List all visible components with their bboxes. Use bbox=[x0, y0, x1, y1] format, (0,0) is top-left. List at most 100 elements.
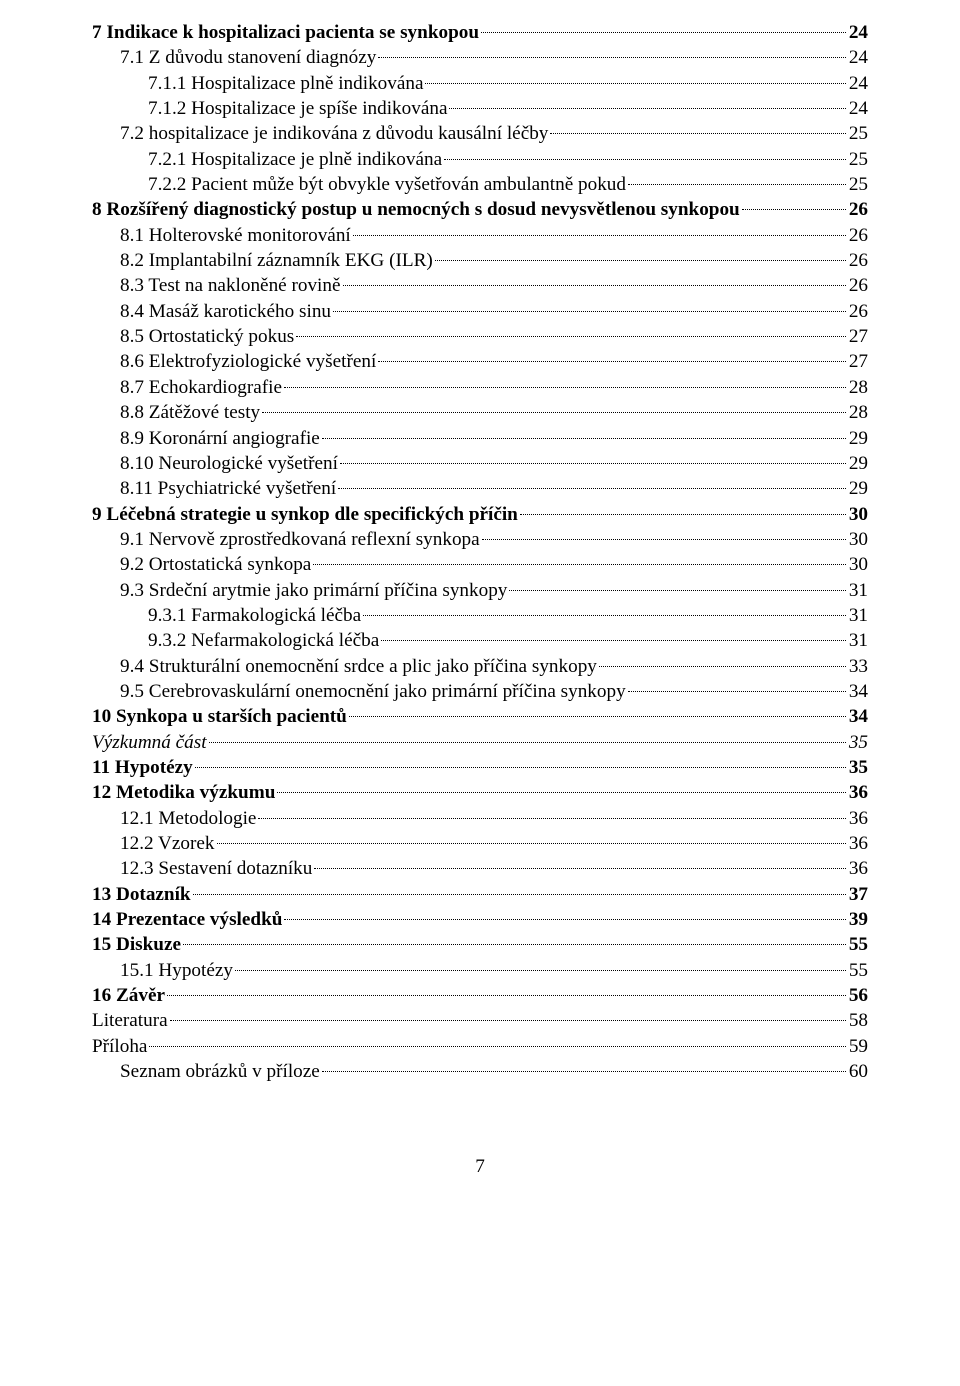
toc-entry: 12.1 Metodologie36 bbox=[92, 806, 868, 831]
toc-entry-page: 31 bbox=[849, 628, 868, 653]
toc-leader bbox=[149, 1046, 845, 1047]
toc-entry-title: 15.1 Hypotézy bbox=[120, 958, 233, 983]
page-number: 7 bbox=[92, 1154, 868, 1179]
toc-leader bbox=[193, 894, 846, 895]
toc-entry-page: 26 bbox=[849, 197, 868, 222]
toc-entry-title: 8.11 Psychiatrické vyšetření bbox=[120, 476, 336, 501]
toc-entry-title: 16 Závěr bbox=[92, 983, 165, 1008]
toc-entry-page: 26 bbox=[849, 248, 868, 273]
toc-entry: 7.2 hospitalizace je indikována z důvodu… bbox=[92, 121, 868, 146]
toc-entry-title: 9.2 Ortostatická synkopa bbox=[120, 552, 311, 577]
toc-entry-title: 12.1 Metodologie bbox=[120, 806, 256, 831]
toc-entry: 8.9 Koronární angiografie29 bbox=[92, 426, 868, 451]
toc-entry: 13 Dotazník37 bbox=[92, 882, 868, 907]
toc-entry: 15 Diskuze 55 bbox=[92, 932, 868, 957]
toc-entry: 11 Hypotézy 35 bbox=[92, 755, 868, 780]
toc-entry: 7.2.1 Hospitalizace je plně indikována25 bbox=[92, 147, 868, 172]
toc-entry-title: 8.1 Holterovské monitorování bbox=[120, 223, 351, 248]
toc-entry: 7.2.2 Pacient může být obvykle vyšetřová… bbox=[92, 172, 868, 197]
toc-leader bbox=[481, 32, 846, 33]
toc-entry: 12.2 Vzorek36 bbox=[92, 831, 868, 856]
toc-leader bbox=[262, 412, 846, 413]
toc-leader bbox=[349, 716, 846, 717]
toc-entry-page: 30 bbox=[849, 527, 868, 552]
toc-entry-page: 33 bbox=[849, 654, 868, 679]
toc-entry-title: 7.1.2 Hospitalizace je spíše indikována bbox=[148, 96, 447, 121]
toc-entry-title: 12 Metodika výzkumu bbox=[92, 780, 275, 805]
toc-entry-title: Výzkumná část bbox=[92, 730, 207, 755]
toc-leader bbox=[209, 742, 846, 743]
toc-leader bbox=[296, 336, 846, 337]
toc-entry: 9.2 Ortostatická synkopa30 bbox=[92, 552, 868, 577]
toc-entry-title: 9.4 Strukturální onemocnění srdce a plic… bbox=[120, 654, 597, 679]
toc-leader bbox=[343, 285, 846, 286]
toc-entry-title: 8.6 Elektrofyziologické vyšetření bbox=[120, 349, 376, 374]
toc-leader bbox=[435, 260, 846, 261]
toc-entry-title: 7.2.1 Hospitalizace je plně indikována bbox=[148, 147, 442, 172]
toc-entry-title: 7.2 hospitalizace je indikována z důvodu… bbox=[120, 121, 548, 146]
toc-leader bbox=[340, 463, 846, 464]
toc-entry-title: 8.2 Implantabilní záznamník EKG (ILR) bbox=[120, 248, 433, 273]
toc-leader bbox=[742, 209, 846, 210]
toc-entry: 16 Závěr56 bbox=[92, 983, 868, 1008]
toc-entry: Příloha59 bbox=[92, 1034, 868, 1059]
toc-entry-title: 9.1 Nervově zprostředkovaná reflexní syn… bbox=[120, 527, 480, 552]
toc-entry-title: Seznam obrázků v příloze bbox=[120, 1059, 320, 1084]
toc-entry-page: 34 bbox=[849, 704, 868, 729]
toc-entry-page: 29 bbox=[849, 476, 868, 501]
toc-leader bbox=[322, 438, 846, 439]
toc-entry-page: 27 bbox=[849, 324, 868, 349]
toc-leader bbox=[378, 57, 845, 58]
toc-entry: 9.5 Cerebrovaskulární onemocnění jako pr… bbox=[92, 679, 868, 704]
toc-entry-title: 10 Synkopa u starších pacientů bbox=[92, 704, 347, 729]
toc-entry-title: 15 Diskuze bbox=[92, 932, 181, 957]
toc-entry-title: 7 Indikace k hospitalizaci pacienta se s… bbox=[92, 20, 479, 45]
toc-leader bbox=[628, 184, 846, 185]
toc-entry: 15.1 Hypotézy 55 bbox=[92, 958, 868, 983]
toc-entry-title: 11 Hypotézy bbox=[92, 755, 193, 780]
toc-leader bbox=[444, 159, 846, 160]
toc-entry-page: 25 bbox=[849, 172, 868, 197]
table-of-contents: 7 Indikace k hospitalizaci pacienta se s… bbox=[92, 20, 868, 1084]
toc-entry: 9.3.1 Farmakologická léčba31 bbox=[92, 603, 868, 628]
toc-entry: 12.3 Sestavení dotazníku36 bbox=[92, 856, 868, 881]
toc-entry-title: 9.3 Srdeční arytmie jako primární příčin… bbox=[120, 578, 507, 603]
toc-leader bbox=[599, 666, 846, 667]
toc-entry: Literatura58 bbox=[92, 1008, 868, 1033]
toc-entry-page: 24 bbox=[849, 20, 868, 45]
toc-entry: 8.6 Elektrofyziologické vyšetření 27 bbox=[92, 349, 868, 374]
toc-entry-page: 36 bbox=[849, 780, 868, 805]
toc-entry-title: 7.2.2 Pacient může být obvykle vyšetřová… bbox=[148, 172, 626, 197]
toc-entry: 7.1.1 Hospitalizace plně indikována24 bbox=[92, 71, 868, 96]
toc-entry: 9.1 Nervově zprostředkovaná reflexní syn… bbox=[92, 527, 868, 552]
toc-entry-page: 55 bbox=[849, 932, 868, 957]
toc-entry-page: 35 bbox=[849, 730, 868, 755]
toc-leader bbox=[258, 818, 845, 819]
toc-entry-page: 60 bbox=[849, 1059, 868, 1084]
toc-leader bbox=[550, 133, 845, 134]
toc-entry-page: 27 bbox=[849, 349, 868, 374]
toc-entry-title: 14 Prezentace výsledků bbox=[92, 907, 282, 932]
document-page: 7 Indikace k hospitalizaci pacienta se s… bbox=[0, 0, 960, 1386]
toc-entry: Výzkumná část 35 bbox=[92, 730, 868, 755]
toc-entry: 9.4 Strukturální onemocnění srdce a plic… bbox=[92, 654, 868, 679]
toc-entry: 8.3 Test na nakloněné rovině26 bbox=[92, 273, 868, 298]
toc-entry-page: 28 bbox=[849, 375, 868, 400]
toc-entry-title: 8.8 Zátěžové testy bbox=[120, 400, 260, 425]
toc-entry-page: 58 bbox=[849, 1008, 868, 1033]
toc-leader bbox=[235, 970, 846, 971]
toc-leader bbox=[363, 615, 846, 616]
toc-entry-title: 7.1 Z důvodu stanovení diagnózy bbox=[120, 45, 376, 70]
toc-entry-page: 31 bbox=[849, 603, 868, 628]
toc-entry-title: 8.4 Masáž karotického sinu bbox=[120, 299, 331, 324]
toc-entry-title: 13 Dotazník bbox=[92, 882, 191, 907]
toc-entry-title: 12.3 Sestavení dotazníku bbox=[120, 856, 312, 881]
toc-entry: 8.11 Psychiatrické vyšetření 29 bbox=[92, 476, 868, 501]
toc-entry-title: 8.9 Koronární angiografie bbox=[120, 426, 320, 451]
toc-entry: 8.5 Ortostatický pokus27 bbox=[92, 324, 868, 349]
toc-entry: 8 Rozšířený diagnostický postup u nemocn… bbox=[92, 197, 868, 222]
toc-entry-page: 55 bbox=[849, 958, 868, 983]
toc-entry-page: 35 bbox=[849, 755, 868, 780]
toc-leader bbox=[333, 311, 846, 312]
toc-entry-page: 26 bbox=[849, 273, 868, 298]
